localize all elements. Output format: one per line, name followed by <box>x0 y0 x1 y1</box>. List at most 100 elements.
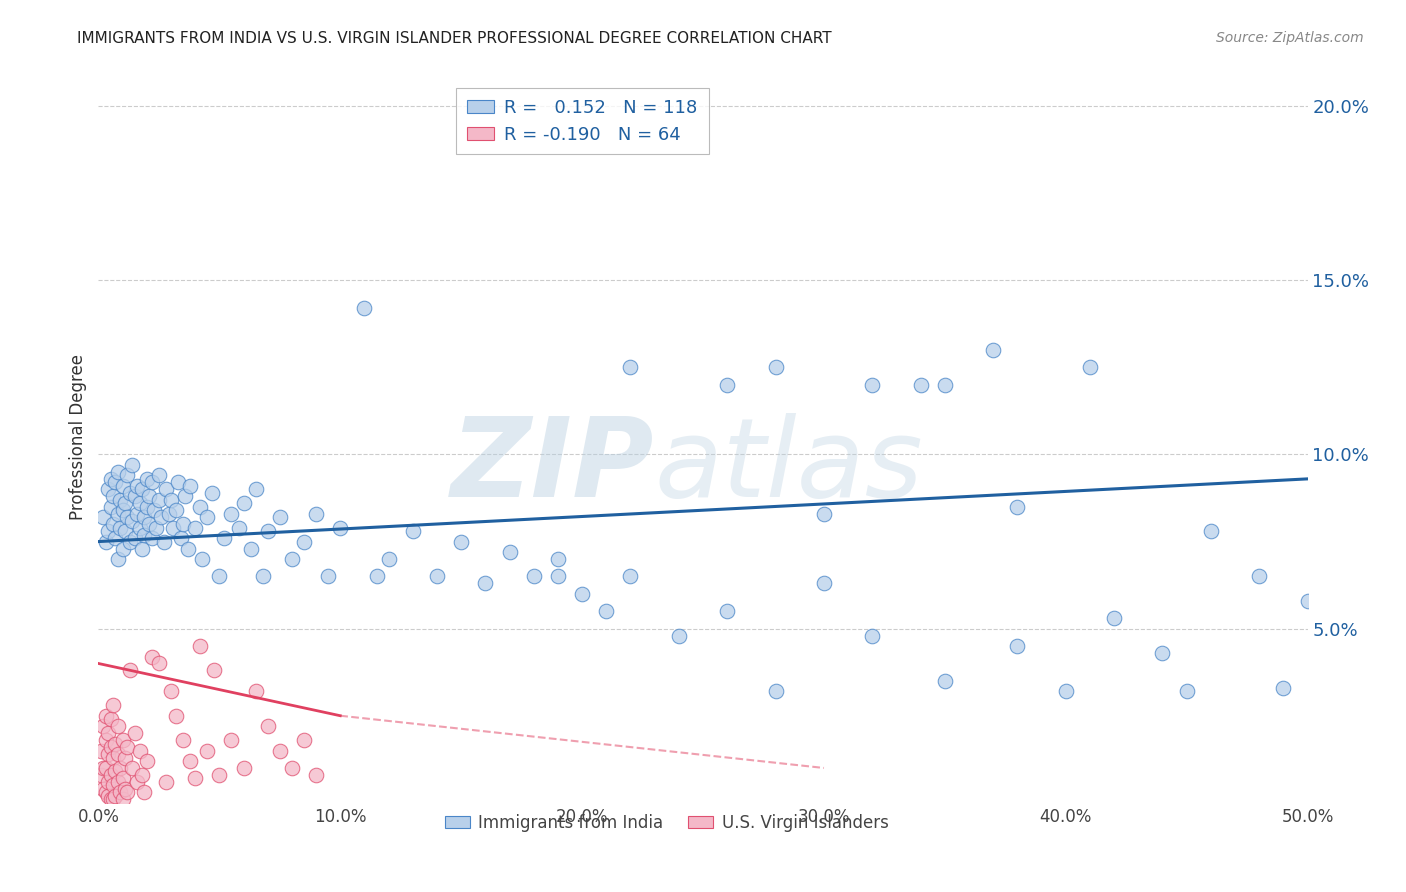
Point <box>934 377 956 392</box>
Point <box>141 475 163 490</box>
Point <box>269 510 291 524</box>
Point <box>155 483 177 497</box>
Point <box>101 517 124 532</box>
Point <box>100 792 122 806</box>
Point <box>127 479 149 493</box>
Point <box>94 761 117 775</box>
Point <box>128 521 150 535</box>
Point <box>141 531 163 545</box>
Point <box>150 510 173 524</box>
Point <box>228 521 250 535</box>
Point <box>1272 681 1295 695</box>
Point <box>221 733 243 747</box>
Point <box>111 503 134 517</box>
Point <box>179 754 201 768</box>
Point <box>177 541 200 556</box>
Point <box>245 483 267 497</box>
Point <box>172 733 194 747</box>
Point <box>107 747 129 761</box>
Point <box>191 552 214 566</box>
Point <box>121 514 143 528</box>
Point <box>94 708 117 723</box>
Point <box>131 541 153 556</box>
Point <box>232 496 254 510</box>
Point <box>353 301 375 316</box>
Point <box>281 552 304 566</box>
Point <box>108 761 131 775</box>
Point <box>571 587 593 601</box>
Point <box>157 507 180 521</box>
Point <box>134 510 156 524</box>
Point <box>813 507 835 521</box>
Point <box>523 569 546 583</box>
Point <box>128 496 150 510</box>
Point <box>162 521 184 535</box>
Point <box>134 527 156 541</box>
Point <box>316 569 339 583</box>
Point <box>208 768 231 782</box>
Point <box>172 517 194 532</box>
Point <box>104 789 127 803</box>
Point <box>104 531 127 545</box>
Point <box>124 726 146 740</box>
Point <box>114 496 136 510</box>
Point <box>127 775 149 789</box>
Point <box>184 521 207 535</box>
Point <box>377 552 399 566</box>
Legend: Immigrants from India, U.S. Virgin Islanders: Immigrants from India, U.S. Virgin Islan… <box>439 807 896 838</box>
Point <box>1175 684 1198 698</box>
Point <box>101 750 124 764</box>
Point <box>111 772 134 786</box>
Point <box>131 768 153 782</box>
Point <box>104 737 127 751</box>
Point <box>188 639 211 653</box>
Point <box>329 521 352 535</box>
Point <box>97 775 120 789</box>
Point <box>402 524 425 538</box>
Point <box>245 684 267 698</box>
Point <box>97 524 120 538</box>
Point <box>91 719 114 733</box>
Point <box>127 507 149 521</box>
Point <box>619 360 641 375</box>
Point <box>134 785 156 799</box>
Point <box>97 789 120 803</box>
Point <box>668 629 690 643</box>
Point <box>1199 524 1222 538</box>
Text: ZIP: ZIP <box>451 413 655 520</box>
Point <box>269 743 291 757</box>
Point <box>292 534 315 549</box>
Point <box>141 649 163 664</box>
Point <box>101 489 124 503</box>
Point <box>118 664 141 678</box>
Point <box>498 545 520 559</box>
Text: Source: ZipAtlas.com: Source: ZipAtlas.com <box>1216 31 1364 45</box>
Point <box>148 657 170 671</box>
Point <box>547 569 569 583</box>
Point <box>117 510 139 524</box>
Point <box>107 719 129 733</box>
Point <box>121 458 143 472</box>
Point <box>117 740 139 755</box>
Point <box>118 485 141 500</box>
Point <box>188 500 211 514</box>
Point <box>305 768 328 782</box>
Point <box>138 489 160 503</box>
Y-axis label: Professional Degree: Professional Degree <box>69 354 87 520</box>
Point <box>111 479 134 493</box>
Point <box>174 489 197 503</box>
Point <box>204 664 226 678</box>
Point <box>94 733 117 747</box>
Point <box>256 719 278 733</box>
Point <box>169 531 191 545</box>
Point <box>100 472 122 486</box>
Point <box>595 604 617 618</box>
Point <box>450 534 472 549</box>
Point <box>208 569 231 583</box>
Point <box>165 708 187 723</box>
Point <box>1054 684 1077 698</box>
Point <box>619 569 641 583</box>
Point <box>910 377 932 392</box>
Point <box>135 472 157 486</box>
Point <box>148 468 170 483</box>
